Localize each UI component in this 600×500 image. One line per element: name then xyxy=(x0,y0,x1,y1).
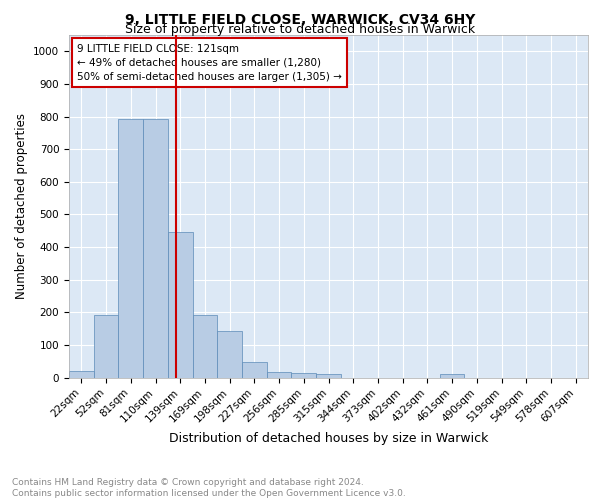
Bar xyxy=(94,314,118,378)
Bar xyxy=(143,119,168,378)
Bar xyxy=(440,374,464,378)
Bar xyxy=(217,331,242,378)
Bar xyxy=(69,371,94,378)
Bar xyxy=(168,232,193,378)
Bar xyxy=(118,119,143,378)
Text: 9, LITTLE FIELD CLOSE, WARWICK, CV34 6HY: 9, LITTLE FIELD CLOSE, WARWICK, CV34 6HY xyxy=(125,12,475,26)
Text: Size of property relative to detached houses in Warwick: Size of property relative to detached ho… xyxy=(125,22,475,36)
Bar xyxy=(267,372,292,378)
Bar xyxy=(193,314,217,378)
Bar xyxy=(242,362,267,378)
Text: 9 LITTLE FIELD CLOSE: 121sqm
← 49% of detached houses are smaller (1,280)
50% of: 9 LITTLE FIELD CLOSE: 121sqm ← 49% of de… xyxy=(77,44,341,82)
Text: Contains HM Land Registry data © Crown copyright and database right 2024.
Contai: Contains HM Land Registry data © Crown c… xyxy=(12,478,406,498)
Bar xyxy=(316,374,341,378)
X-axis label: Distribution of detached houses by size in Warwick: Distribution of detached houses by size … xyxy=(169,432,488,446)
Y-axis label: Number of detached properties: Number of detached properties xyxy=(14,114,28,299)
Bar xyxy=(292,374,316,378)
